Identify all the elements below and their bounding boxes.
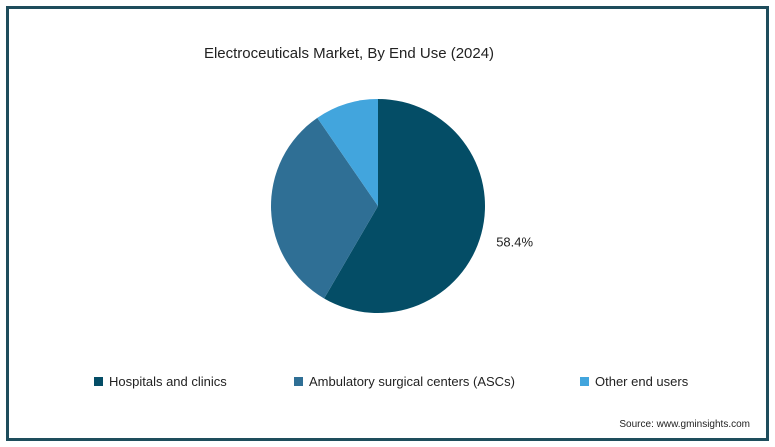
pie-slice-ascs (270, 117, 378, 299)
legend-label-hospitals: Hospitals and clinics (109, 374, 227, 389)
pie-chart: 58.4% (270, 99, 533, 313)
pie-data-label: 58.4% (496, 234, 533, 249)
legend-item-ascs: Ambulatory surgical centers (ASCs) (294, 374, 515, 389)
pie-slice-hospitals (324, 99, 485, 313)
legend-item-other: Other end users (580, 374, 688, 389)
legend-swatch-hospitals (94, 377, 103, 386)
legend-label-other: Other end users (595, 374, 689, 389)
source-note: Source: www.gminsights.com (619, 419, 750, 430)
legend: Hospitals and clinics Ambulatory surgica… (9, 374, 766, 394)
legend-label-ascs: Ambulatory surgical centers (ASCs) (309, 374, 515, 389)
pie-slice-other (317, 99, 378, 206)
legend-swatch-other (580, 377, 589, 386)
chart-frame: Electroceuticals Market, By End Use (202… (6, 6, 769, 441)
legend-item-hospitals: Hospitals and clinics (94, 374, 227, 389)
legend-swatch-ascs (294, 377, 303, 386)
chart-title: Electroceuticals Market, By End Use (202… (203, 45, 495, 62)
